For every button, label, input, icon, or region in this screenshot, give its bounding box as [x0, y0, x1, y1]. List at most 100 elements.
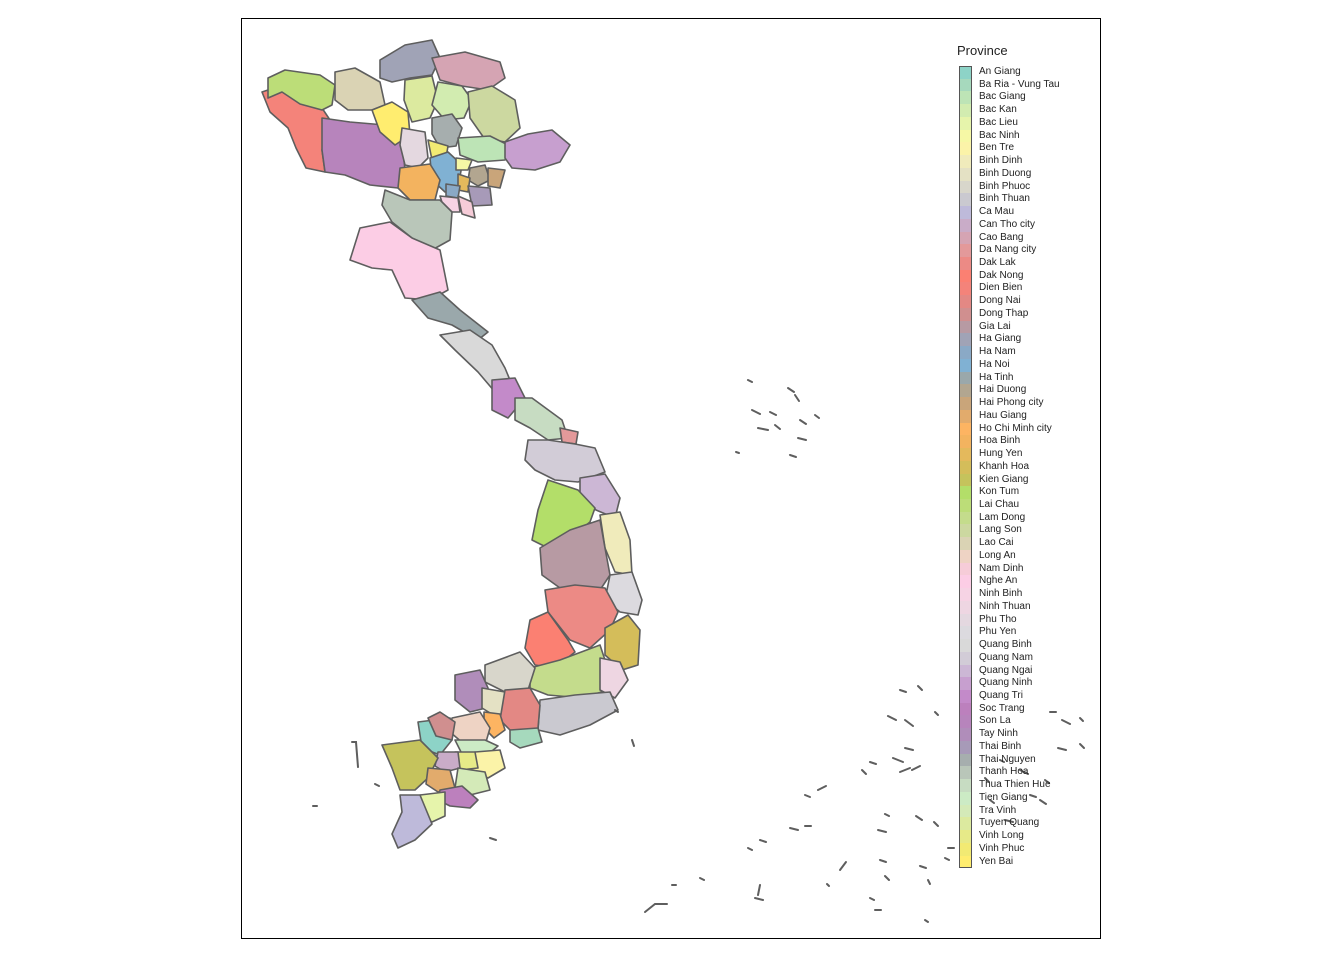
province-tuyen-quang [403, 75, 439, 123]
legend-label: Dien Bien [979, 282, 1023, 294]
legend-label: Lao Cai [979, 537, 1014, 549]
province-lang-son [467, 85, 521, 143]
legend-swatch [959, 422, 972, 436]
legend-label: Nghe An [979, 575, 1018, 587]
legend-label: Lam Dong [979, 511, 1026, 523]
legend-label: Dong Thap [979, 307, 1029, 319]
legend-swatch [959, 78, 972, 92]
legend-swatch [959, 486, 972, 499]
legend-label: Quang Nam [979, 651, 1033, 663]
island-outline [774, 424, 781, 430]
legend-swatch [959, 524, 972, 538]
legend-label: Vinh Phuc [979, 842, 1025, 854]
island-outline [787, 387, 795, 393]
island-outline [374, 783, 380, 787]
province-ninh-thuan [599, 657, 629, 699]
legend-swatch [959, 91, 972, 105]
province-thai-binh [467, 185, 493, 207]
legend-swatch [959, 269, 972, 283]
legend-label: Hoa Binh [979, 435, 1021, 447]
island-outline [1019, 769, 1029, 775]
island-outline [989, 799, 995, 804]
legend-swatch [959, 817, 972, 831]
legend-swatch [959, 575, 972, 589]
legend-label: Thai Binh [979, 740, 1022, 752]
island-outline [934, 711, 939, 716]
island-outline [915, 815, 923, 821]
legend-label: Bac Giang [979, 91, 1026, 103]
legend-label: Binh Duong [979, 167, 1032, 179]
legend-label: Thua Thien Hue [979, 779, 1051, 791]
legend-label: Nam Dinh [979, 562, 1024, 574]
province-lao-cai [334, 67, 386, 111]
island-outline [927, 879, 931, 885]
legend-label: Dong Nai [979, 295, 1021, 307]
province-hung-yen [457, 173, 471, 193]
legend-swatch [959, 307, 972, 321]
island-outline [644, 903, 668, 913]
legend-label: Ha Giang [979, 333, 1022, 345]
legend-swatch [959, 66, 972, 79]
island-outline [797, 437, 807, 441]
island-outline [1004, 819, 1014, 823]
island-outline [899, 767, 911, 773]
province-bac-kan [431, 81, 473, 121]
legend-label: Gia Lai [979, 320, 1011, 332]
legend-swatch [959, 142, 972, 156]
island-outline [1079, 717, 1084, 722]
legend-title: Province [957, 43, 1008, 58]
island-outline [1029, 794, 1037, 798]
legend-swatch [959, 498, 972, 512]
legend-label: Cao Bang [979, 231, 1024, 243]
island-outline [826, 883, 830, 887]
legend-label: Ba Ria - Vung Tau [979, 78, 1060, 90]
legend-label: Ninh Binh [979, 588, 1023, 600]
province-hoa-binh [397, 163, 441, 201]
legend-swatch [959, 282, 972, 296]
legend-swatch [959, 116, 972, 130]
island-outline [984, 777, 990, 783]
legend-swatch [959, 435, 972, 449]
map-frame [241, 18, 1101, 939]
province-quang-ninh [504, 129, 571, 171]
legend-swatch [959, 855, 972, 869]
legend-swatch [959, 740, 972, 754]
province-dong-thap [427, 711, 456, 741]
legend-label: Quang Ninh [979, 677, 1033, 689]
legend-label: Ben Tre [979, 142, 1015, 154]
island-outline [917, 685, 923, 691]
province-binh-thuan [537, 691, 619, 736]
legend-swatch [959, 397, 972, 410]
legend-swatch [959, 155, 972, 168]
legend-swatch [959, 562, 972, 576]
island-outline [817, 785, 827, 791]
island-outline [799, 419, 807, 425]
island-outline [614, 709, 619, 713]
legend-label: Dak Nong [979, 269, 1024, 281]
legend-swatch [959, 689, 972, 703]
legend-label: Son La [979, 715, 1011, 727]
island-outline [933, 821, 939, 827]
legend-label: Phu Tho [979, 613, 1017, 625]
island-outline [861, 769, 867, 775]
province-nam-dinh [457, 195, 476, 219]
legend-label: Hau Giang [979, 409, 1027, 421]
province-phu-tho [399, 127, 429, 169]
legend-label: Bac Ninh [979, 129, 1020, 141]
province-hai-phong-city [487, 167, 506, 189]
island-outline [904, 747, 914, 751]
island-outline [699, 877, 705, 881]
province-thanh-hoa [381, 189, 453, 251]
island-outline [747, 847, 753, 851]
legend-swatch [959, 664, 972, 678]
island-outline [887, 715, 897, 721]
island-outline [884, 813, 890, 817]
island-outline [879, 859, 887, 863]
island-outline [747, 379, 753, 383]
legend-label: Ha Nam [979, 346, 1016, 358]
legend-label: Binh Thuan [979, 193, 1030, 205]
legend-swatch [959, 384, 972, 398]
legend-label: Ha Tinh [979, 371, 1014, 383]
legend-label: Thanh Hoa [979, 766, 1029, 778]
legend-swatch [959, 231, 972, 245]
